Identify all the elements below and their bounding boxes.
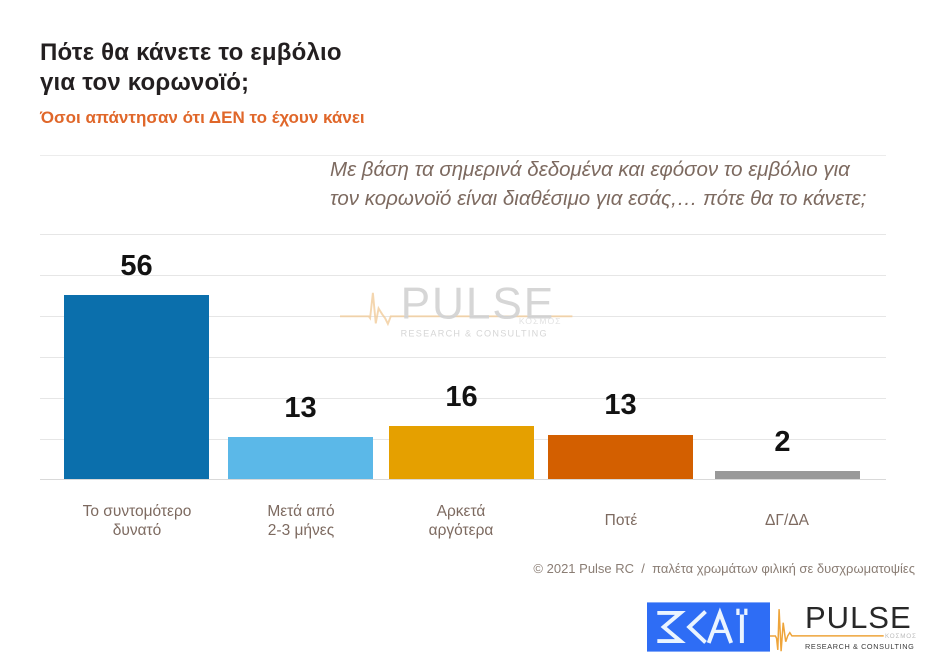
svg-text:ΚΟΣΜΟΣ: ΚΟΣΜΟΣ [885,633,917,640]
svg-text:ΚΟΣΜΟΣ: ΚΟΣΜΟΣ [519,316,562,326]
svg-text:PULSE: PULSE [805,600,912,635]
svg-text:RESEARCH & CONSULTING: RESEARCH & CONSULTING [805,642,914,651]
svg-text:RESEARCH & CONSULTING: RESEARCH & CONSULTING [401,329,548,339]
